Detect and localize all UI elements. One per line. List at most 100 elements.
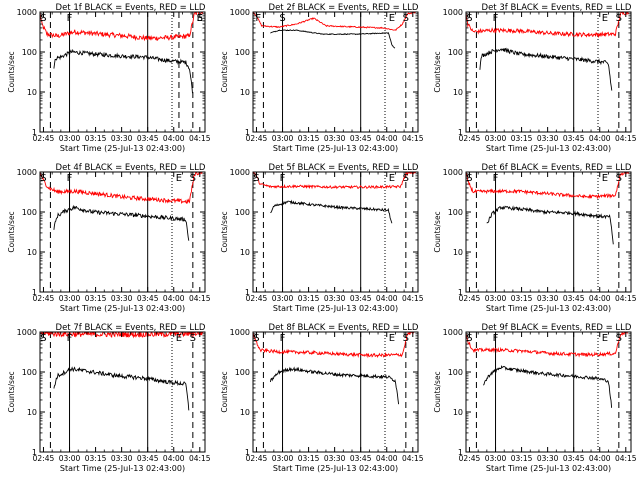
y-tick-label: 100 xyxy=(22,368,37,377)
chart-title: Det 7f BLACK = Events, RED = LLD xyxy=(56,323,206,333)
x-tick-label: 03:00 xyxy=(272,294,294,303)
marker-label-e: E xyxy=(602,333,608,344)
plot-area xyxy=(40,12,204,132)
axes-frame xyxy=(39,171,206,293)
y-tick-label: 100 xyxy=(235,368,250,377)
marker-label-f: F xyxy=(67,173,73,184)
x-tick-label: 03:30 xyxy=(324,134,346,143)
x-tick-label: 03:45 xyxy=(350,134,372,143)
y-tick-label: 1000 xyxy=(17,328,37,337)
x-tick-label: 03:00 xyxy=(59,454,81,463)
x-tick-label: 04:00 xyxy=(589,294,611,303)
series-line-lld xyxy=(253,332,417,359)
y-tick-label: 10 xyxy=(27,408,37,417)
plot-area xyxy=(253,12,417,132)
series-line-events xyxy=(486,205,614,245)
x-tick-label: 03:15 xyxy=(85,294,107,303)
plot-area xyxy=(466,172,630,292)
x-tick-label: 03:00 xyxy=(59,134,81,143)
marker-label-s2: S xyxy=(403,13,409,24)
x-tick-label: 04:00 xyxy=(376,294,398,303)
x-tick-label: 03:15 xyxy=(85,454,107,463)
x-tick-label: 02:45 xyxy=(459,294,481,303)
y-tick-label: 100 xyxy=(448,48,463,57)
chart-title: Det 8f BLACK = Events, RED = LLD xyxy=(269,323,419,333)
y-tick-label: 10 xyxy=(27,88,37,97)
x-tick-label: 03:15 xyxy=(298,454,320,463)
x-tick-label: 04:00 xyxy=(376,454,398,463)
x-tick-label: 03:15 xyxy=(298,134,320,143)
chart-title: Det 4f BLACK = Events, RED = LLD xyxy=(56,163,206,173)
y-tick-label: 100 xyxy=(22,48,37,57)
marker-label-s1: S xyxy=(253,333,259,344)
marker-label-f: F xyxy=(493,13,499,24)
y-tick-label: 1 xyxy=(458,128,463,137)
y-tick-label: 100 xyxy=(22,208,37,217)
y-tick-label: 10 xyxy=(27,248,37,257)
x-tick-label: 03:30 xyxy=(111,454,133,463)
x-tick-label: 04:15 xyxy=(189,294,211,303)
x-tick-label: 03:30 xyxy=(324,294,346,303)
x-tick-label: 03:30 xyxy=(537,134,559,143)
y-axis-title: Counts/sec xyxy=(433,371,442,412)
axes-frame xyxy=(252,331,419,453)
axes-frame xyxy=(465,331,632,453)
y-tick-label: 10 xyxy=(240,408,250,417)
marker-label-e: E xyxy=(389,333,395,344)
axes-frame xyxy=(465,171,632,293)
marker-label-s1: S xyxy=(253,173,259,184)
series-line-lld xyxy=(40,12,204,42)
y-axis-title: Counts/sec xyxy=(220,211,229,252)
plot-area xyxy=(40,332,204,452)
marker-label-e: E xyxy=(176,333,182,344)
y-tick-label: 1000 xyxy=(230,168,250,177)
marker-label-s1: S xyxy=(466,173,472,184)
chart-title: Det 6f BLACK = Events, RED = LLD xyxy=(482,163,632,173)
y-tick-label: 10 xyxy=(453,88,463,97)
x-tick-label: 03:45 xyxy=(137,134,159,143)
y-tick-label: 1 xyxy=(458,288,463,297)
marker-label-e: E xyxy=(389,13,395,24)
y-tick-label: 100 xyxy=(235,48,250,57)
x-tick-label: 03:15 xyxy=(511,294,533,303)
series-line-lld xyxy=(40,172,203,205)
x-tick-label: 03:45 xyxy=(350,294,372,303)
marker-label-f: F xyxy=(280,333,286,344)
marker-label-s1: S xyxy=(466,333,472,344)
series-line-events xyxy=(479,47,613,91)
x-tick-label: 04:15 xyxy=(189,454,211,463)
x-tick-label: 03:00 xyxy=(59,294,81,303)
x-tick-label: 04:15 xyxy=(615,134,637,143)
chart-title: Det 5f BLACK = Events, RED = LLD xyxy=(269,163,419,173)
y-axis-title: Counts/sec xyxy=(220,51,229,92)
x-tick-label: 03:15 xyxy=(85,134,107,143)
series-line-lld xyxy=(466,12,630,39)
marker-label-f: F xyxy=(67,13,73,24)
x-tick-label: 04:15 xyxy=(402,454,424,463)
axes-frame xyxy=(39,331,206,453)
x-tick-label: 02:45 xyxy=(33,294,55,303)
marker-label-e: E xyxy=(602,13,608,24)
axes-frame xyxy=(465,11,632,133)
series-line-lld xyxy=(466,332,628,358)
chart-title: Det 9f BLACK = Events, RED = LLD xyxy=(482,323,632,333)
marker-label-e: E xyxy=(602,173,608,184)
plot-area xyxy=(40,172,203,292)
marker-label-f: F xyxy=(493,173,499,184)
y-axis-title: Counts/sec xyxy=(7,51,16,92)
y-tick-label: 1 xyxy=(245,448,250,457)
x-tick-label: 04:15 xyxy=(189,134,211,143)
x-tick-label: 03:30 xyxy=(537,294,559,303)
x-tick-label: 04:15 xyxy=(402,134,424,143)
marker-label-s1: S xyxy=(466,13,472,24)
y-tick-label: 10 xyxy=(240,88,250,97)
x-tick-label: 03:00 xyxy=(272,454,294,463)
plot-area xyxy=(466,12,630,132)
x-tick-label: 03:45 xyxy=(350,454,372,463)
x-tick-label: 03:45 xyxy=(137,294,159,303)
y-tick-label: 1000 xyxy=(17,8,37,17)
